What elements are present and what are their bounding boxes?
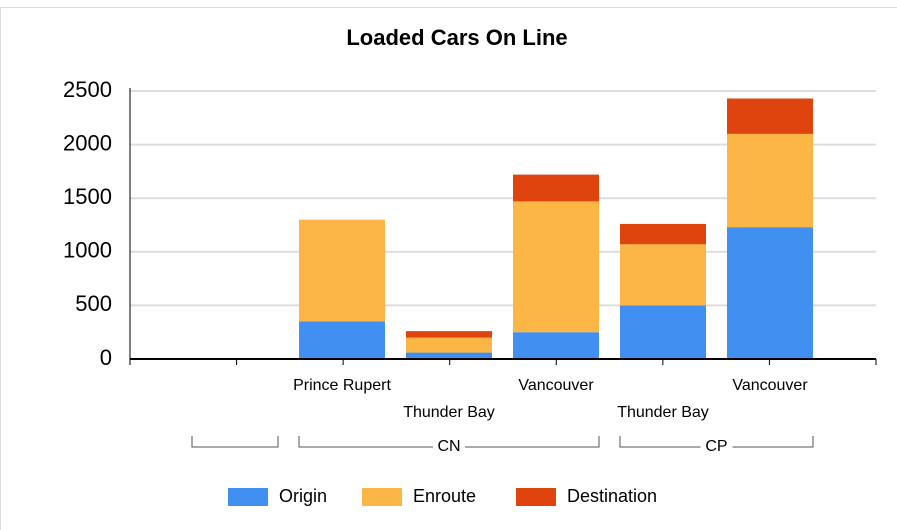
legend-swatch <box>228 488 268 506</box>
y-tick-label: 1500 <box>63 184 112 209</box>
legend-label: Enroute <box>413 486 476 506</box>
group-bracket <box>619 436 814 448</box>
frame <box>0 7 897 530</box>
bar-segment <box>513 201 599 333</box>
bar-segment <box>620 305 706 359</box>
bar-segment <box>513 174 599 202</box>
chart-title: Loaded Cars On Line <box>346 25 567 50</box>
group-bracket <box>191 436 279 448</box>
y-tick-label: 2500 <box>63 77 112 102</box>
x-tick-label: Prince Rupert <box>293 377 391 394</box>
x-tick-label: Thunder Bay <box>403 404 495 421</box>
bar-segment <box>727 98 813 134</box>
y-tick-label: 1000 <box>63 238 112 263</box>
bar-segment <box>727 133 813 228</box>
bar-segment <box>406 331 492 338</box>
bar-segment <box>620 244 706 306</box>
y-tick-label: 500 <box>75 291 112 316</box>
bar-segment <box>513 332 599 359</box>
bar-segment <box>620 223 706 245</box>
x-tick-label: Vancouver <box>518 377 594 394</box>
x-tick-label: Thunder Bay <box>617 404 709 421</box>
bar-segment <box>406 352 492 359</box>
legend-swatch <box>362 488 402 506</box>
legend-label: Destination <box>567 486 657 506</box>
y-tick-label: 2000 <box>63 130 112 155</box>
bar-segment <box>727 227 813 359</box>
bar-segment <box>299 219 385 322</box>
y-tick-label: 0 <box>100 345 112 370</box>
legend-label: Origin <box>279 486 327 506</box>
legend-swatch <box>516 488 556 506</box>
bar-segment <box>406 337 492 353</box>
group-label: CN <box>437 438 460 455</box>
bar-segment <box>299 321 385 359</box>
group-bracket <box>298 436 600 448</box>
x-tick-label: Vancouver <box>732 377 808 394</box>
group-label: CP <box>705 438 727 455</box>
